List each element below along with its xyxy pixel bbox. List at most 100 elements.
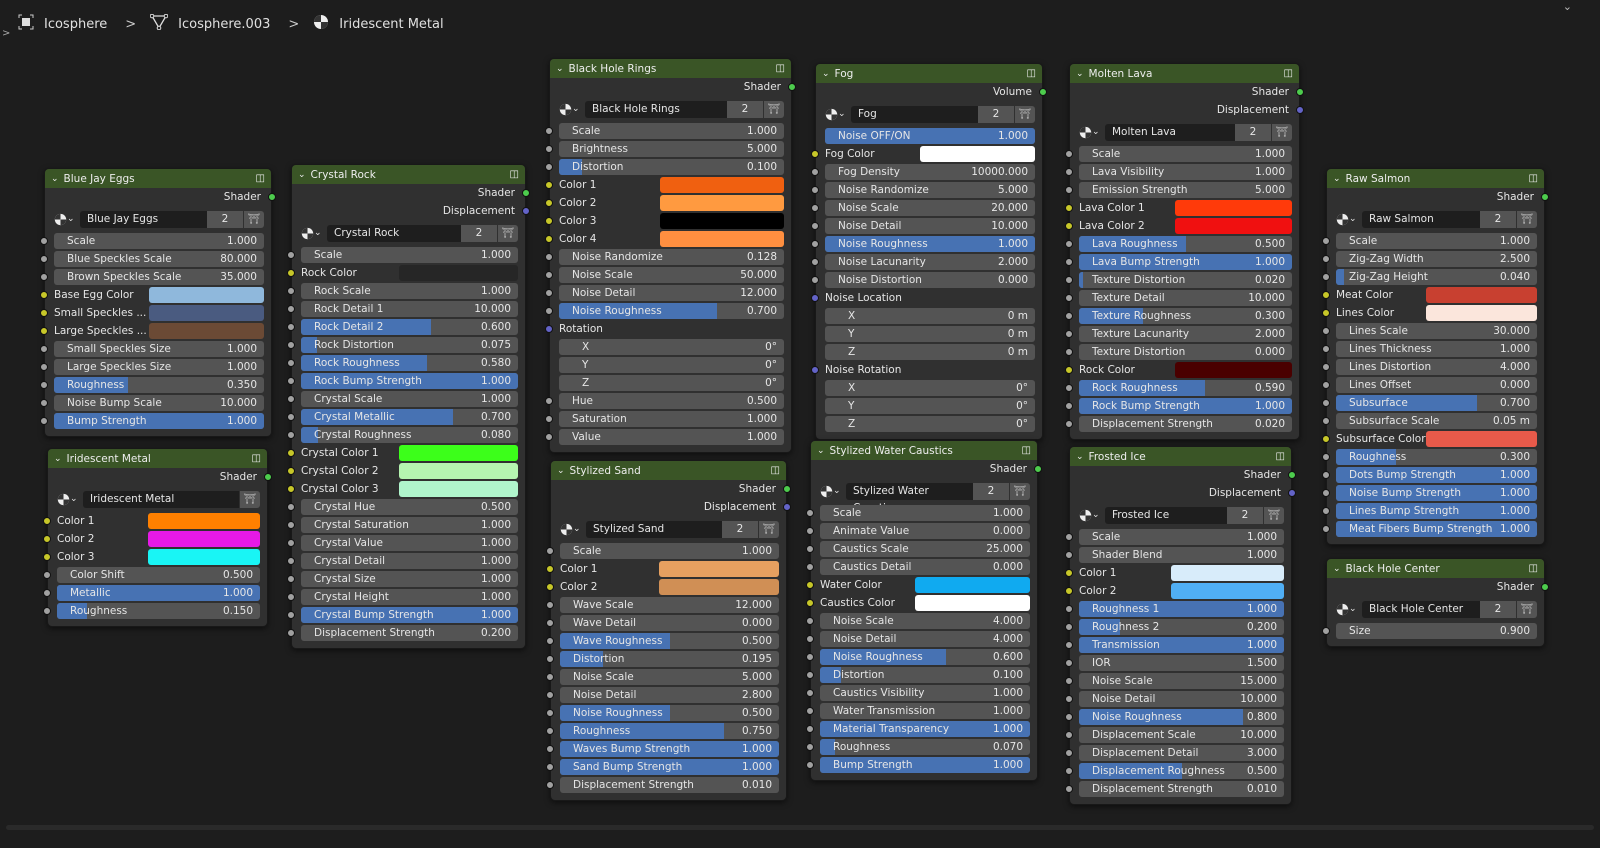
value-slider[interactable]: Zig-Zag Width 2.500 xyxy=(1336,251,1537,267)
input-socket[interactable] xyxy=(287,251,295,259)
user-count[interactable]: 2 xyxy=(722,520,758,538)
value-slider[interactable]: Rock Bump Strength 1.000 xyxy=(1079,398,1292,414)
value-slider[interactable]: Noise Distortion 0.000 xyxy=(825,272,1035,288)
node-raw-salmon[interactable]: ⌄ Raw Salmon ◫ Shader ⌄ Raw Salmon 2 ⛩ Scale 1.00… xyxy=(1322,168,1549,545)
input-socket[interactable] xyxy=(1065,767,1073,775)
color-swatch[interactable] xyxy=(660,231,784,247)
input-socket[interactable] xyxy=(43,589,51,597)
value-slider[interactable]: Subsurface Scale 0.05 m xyxy=(1336,413,1537,429)
value-slider[interactable]: Crystal Scale 1.000 xyxy=(301,391,518,407)
value-slider[interactable]: Fog Density 10000.000 xyxy=(825,164,1035,180)
input-socket[interactable] xyxy=(811,276,819,284)
node-group-icon[interactable]: ◫ xyxy=(1275,451,1285,462)
input-socket[interactable] xyxy=(43,553,51,561)
value-slider[interactable]: Lines Distortion 4.000 xyxy=(1336,359,1537,375)
value-slider[interactable]: Noise OFF/ON 1.000 xyxy=(825,128,1035,144)
color-swatch[interactable] xyxy=(148,323,264,339)
node-group-browse-icon[interactable]: ⌄ xyxy=(1079,126,1105,139)
value-slider[interactable]: Zig-Zag Height 0.040 xyxy=(1336,269,1537,285)
value-slider[interactable]: Z 0° xyxy=(559,375,784,391)
input-socket[interactable] xyxy=(43,535,51,543)
value-slider[interactable]: Hue 0.500 xyxy=(559,393,784,409)
value-slider[interactable]: Z 0 m xyxy=(825,344,1035,360)
node-group-browse-icon[interactable]: ⌄ xyxy=(1336,213,1362,226)
user-count[interactable]: 2 xyxy=(1480,210,1516,228)
node-group-browse-icon[interactable]: ⌄ xyxy=(301,227,327,240)
value-slider[interactable]: Noise Detail 2.800 xyxy=(560,687,779,703)
value-slider[interactable]: Noise Randomize 0.128 xyxy=(559,249,784,265)
value-slider[interactable]: Wave Roughness 0.500 xyxy=(560,633,779,649)
collapse-chevron-icon[interactable]: ⌄ xyxy=(298,169,306,180)
value-slider[interactable]: Lines Scale 30.000 xyxy=(1336,323,1537,339)
collapse-chevron-icon[interactable]: ⌄ xyxy=(51,173,59,184)
input-socket[interactable] xyxy=(1322,435,1330,443)
value-slider[interactable]: Noise Roughness 0.800 xyxy=(1079,709,1284,725)
input-socket[interactable] xyxy=(287,305,295,313)
value-slider[interactable]: Distortion 0.100 xyxy=(559,159,784,175)
value-slider[interactable]: Roughness 2 0.200 xyxy=(1079,619,1284,635)
color-swatch[interactable] xyxy=(919,146,1035,162)
node-group-icon[interactable]: ◫ xyxy=(770,465,780,476)
value-slider[interactable]: Noise Detail 12.000 xyxy=(559,285,784,301)
color-swatch[interactable] xyxy=(148,549,260,565)
input-socket[interactable] xyxy=(287,467,295,475)
input-socket[interactable] xyxy=(1065,366,1073,374)
node-group-name[interactable]: Blue Jay Eggs xyxy=(80,210,207,228)
input-socket[interactable] xyxy=(40,327,48,335)
color-swatch[interactable] xyxy=(148,531,260,547)
value-slider[interactable]: Crystal Metallic 0.700 xyxy=(301,409,518,425)
value-slider[interactable]: Meat Fibers Bump Strength 1.000 xyxy=(1336,521,1537,537)
input-socket[interactable] xyxy=(40,399,48,407)
node-group-selector[interactable]: ⌄Stylized Water Caustics2⛩ xyxy=(811,480,1037,514)
input-socket[interactable] xyxy=(1065,204,1073,212)
user-count[interactable]: 2 xyxy=(727,100,763,118)
output-socket[interactable] xyxy=(1039,88,1047,96)
expand-sidebar-arrow[interactable]: > xyxy=(2,28,11,39)
input-socket[interactable] xyxy=(287,341,295,349)
node-group-browse-icon[interactable]: ⌄ xyxy=(559,103,585,116)
input-socket[interactable] xyxy=(546,637,554,645)
value-slider[interactable]: Crystal Detail 1.000 xyxy=(301,553,518,569)
node-fog[interactable]: ⌄ Fog ◫ Volume ⌄ Fog 2 ⛩ Noise OFF/ON 1.000 Fog Co… xyxy=(811,63,1047,440)
input-socket[interactable] xyxy=(1322,345,1330,353)
value-slider[interactable]: Crystal Saturation 1.000 xyxy=(301,517,518,533)
input-socket[interactable] xyxy=(811,366,819,374)
value-slider[interactable]: Scale 1.000 xyxy=(1079,146,1292,162)
value-slider[interactable]: Rock Roughness 0.580 xyxy=(301,355,518,371)
output-socket[interactable] xyxy=(783,485,791,493)
input-socket[interactable] xyxy=(1322,627,1330,635)
input-socket[interactable] xyxy=(1322,273,1330,281)
input-socket[interactable] xyxy=(1065,785,1073,793)
color-swatch[interactable] xyxy=(658,561,779,577)
input-socket[interactable] xyxy=(546,655,554,663)
input-socket[interactable] xyxy=(287,323,295,331)
value-slider[interactable]: Subsurface 0.700 xyxy=(1336,395,1537,411)
node-group-selector[interactable]: ⌄ Crystal Rock 2 ⛩ xyxy=(292,222,525,244)
output-socket[interactable] xyxy=(1288,489,1296,497)
fake-user-shield-icon[interactable]: ⛩ xyxy=(1517,600,1537,618)
color-swatch[interactable] xyxy=(660,213,784,229)
color-swatch[interactable] xyxy=(398,481,518,497)
color-swatch[interactable] xyxy=(398,265,518,281)
input-socket[interactable] xyxy=(546,763,554,771)
input-socket[interactable] xyxy=(811,168,819,176)
value-slider[interactable]: Texture Roughness 0.300 xyxy=(1079,308,1292,324)
node-stylized-sand[interactable]: ⌄ Stylized Sand ◫ Shader Displacement ⌄ Styliz… xyxy=(546,460,791,801)
input-socket[interactable] xyxy=(806,743,814,751)
value-slider[interactable]: Crystal Hue 0.500 xyxy=(301,499,518,515)
value-slider[interactable]: Crystal Value 1.000 xyxy=(301,535,518,551)
node-group-selector[interactable]: ⌄ Stylized Sand 2 ⛩ xyxy=(551,518,786,540)
input-socket[interactable] xyxy=(287,521,295,529)
breadcrumb-item[interactable]: Iridescent Metal xyxy=(313,14,444,34)
value-slider[interactable]: Roughness 1 1.000 xyxy=(1079,601,1284,617)
fake-user-shield-icon[interactable]: ⛩ xyxy=(498,224,518,242)
input-socket[interactable] xyxy=(1065,533,1073,541)
node-black-hole-center[interactable]: ⌄ Black Hole Center ◫ Shader ⌄ Black Hole Cen… xyxy=(1322,558,1549,647)
input-socket[interactable] xyxy=(40,273,48,281)
input-socket[interactable] xyxy=(287,287,295,295)
input-socket[interactable] xyxy=(545,289,553,297)
breadcrumb-item[interactable]: Icosphere.003 xyxy=(149,13,270,34)
value-slider[interactable]: Rock Detail 1 10.000 xyxy=(301,301,518,317)
input-socket[interactable] xyxy=(811,150,819,158)
horizontal-scrollbar[interactable] xyxy=(6,825,1594,830)
